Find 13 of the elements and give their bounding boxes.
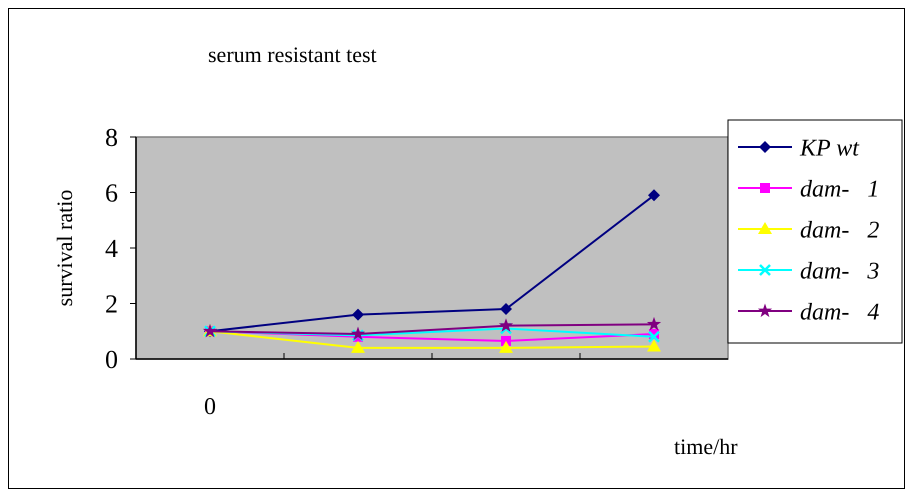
y-tick-label: 0 (105, 345, 118, 374)
y-tick-label: 8 (105, 123, 118, 152)
legend-label: dam- 4 (800, 299, 880, 326)
y-tick-label: 4 (105, 234, 118, 264)
legend-label: dam- 2 (800, 217, 880, 244)
y-tick-label: 6 (105, 178, 118, 208)
legend-label: dam- 1 (800, 176, 880, 202)
x-axis-title: time/hr (674, 434, 738, 459)
y-tick-label: 2 (105, 290, 118, 319)
y-axis-title: survival ratio (52, 190, 77, 306)
chart-title: serum resistant test (208, 42, 377, 67)
legend-label: dam- 3 (800, 258, 880, 284)
legend-label: KP wt (799, 135, 860, 162)
